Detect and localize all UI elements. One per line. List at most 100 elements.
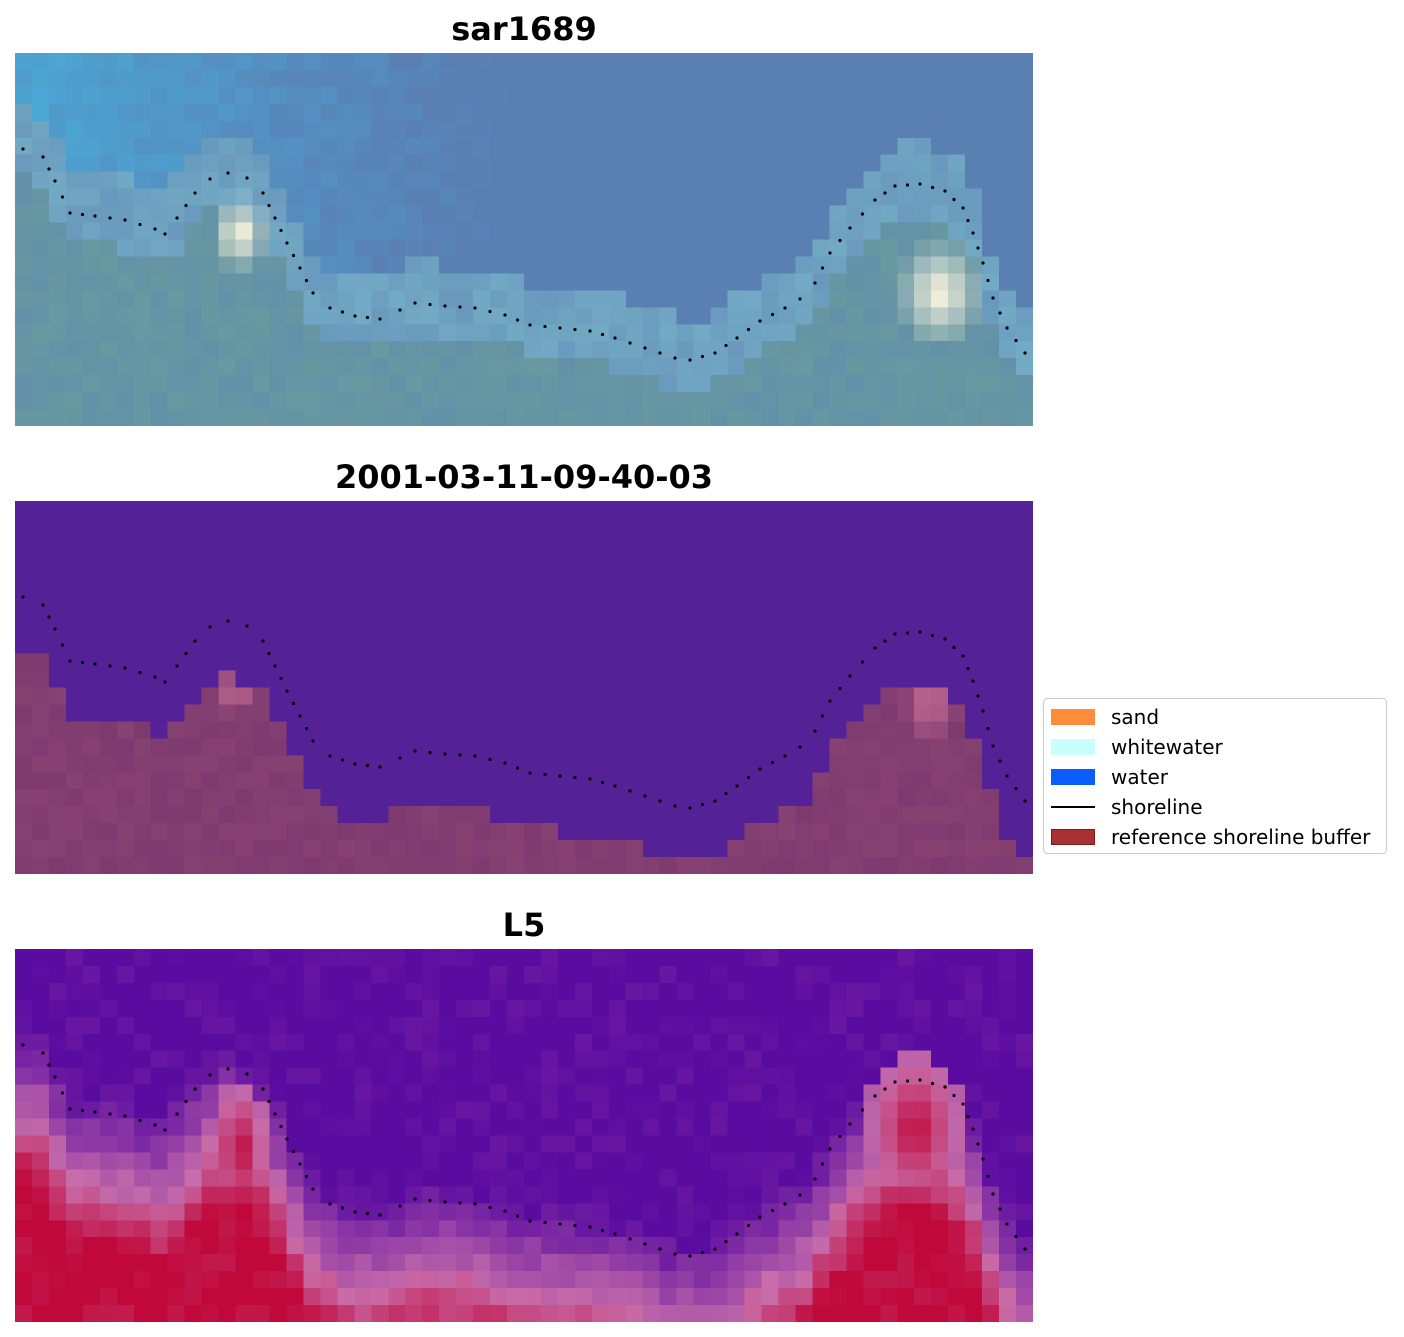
shoreline-dot (226, 1067, 230, 1071)
shoreline-dot (267, 203, 271, 208)
shoreline-dot (41, 1051, 45, 1055)
classified-image (15, 501, 1033, 874)
shoreline-dot (746, 327, 751, 332)
shoreline-dot (883, 191, 887, 195)
shoreline-dot (700, 802, 705, 807)
shoreline-dot (848, 226, 852, 230)
shoreline-dot (943, 637, 947, 641)
shoreline-overlay (21, 595, 1027, 810)
shoreline-dot (60, 195, 65, 199)
shoreline-dot (458, 753, 462, 757)
shoreline-dot (966, 218, 970, 223)
shoreline-dot (600, 1228, 605, 1233)
shoreline-dot (245, 624, 249, 628)
shoreline-dot (53, 627, 57, 631)
shoreline-dot (713, 351, 717, 355)
shoreline-dot (175, 1112, 179, 1116)
shoreline-dot (966, 1114, 970, 1119)
shoreline-dot (961, 1102, 965, 1106)
shoreline-dot (503, 313, 507, 317)
shoreline-dot (673, 804, 677, 808)
shoreline-dot (558, 1222, 562, 1226)
shoreline-dot (613, 336, 617, 340)
shoreline-dot (628, 341, 632, 345)
legend-item-shoreline: shoreline (1044, 791, 1386, 821)
shoreline-overlay (21, 147, 1027, 362)
shoreline-dot (515, 766, 520, 770)
shoreline-dot (428, 750, 432, 755)
shoreline-dot (298, 266, 302, 270)
shoreline-dot (873, 198, 877, 202)
shoreline-dot (163, 232, 167, 236)
shoreline-dot (893, 184, 897, 188)
shoreline-dot (245, 176, 249, 180)
shoreline-dot (961, 206, 965, 210)
legend-item-reference-buffer: reference shoreline buffer (1044, 821, 1386, 851)
shoreline-dot (163, 1128, 167, 1132)
shoreline-dot (193, 191, 197, 195)
shoreline-dot (813, 281, 817, 285)
shoreline-dot (153, 675, 157, 679)
shoreline-dot (528, 1219, 532, 1223)
shoreline-dot (991, 1192, 995, 1196)
shoreline-dot (943, 189, 947, 193)
shoreline-dot (47, 167, 51, 171)
shoreline-dot (153, 1123, 157, 1127)
panel-3-title: L5 (502, 906, 546, 944)
shoreline-dot (108, 1112, 112, 1116)
shoreline-dot (613, 784, 617, 788)
shoreline-dot (966, 666, 970, 671)
shoreline-dot (860, 212, 865, 216)
shoreline-dot (208, 177, 212, 181)
shoreline-dot (735, 784, 739, 788)
shoreline-dot (688, 806, 692, 810)
shoreline-overlay (21, 1043, 1027, 1258)
shoreline-dot (311, 291, 315, 295)
shoreline-dot (573, 1223, 577, 1228)
shoreline-dot (208, 1073, 212, 1077)
shoreline-dot (573, 775, 577, 780)
shoreline-dot (138, 670, 142, 675)
shoreline-dot (21, 147, 25, 151)
shoreline-dot (628, 1237, 632, 1241)
shoreline-dot (184, 203, 188, 208)
shoreline-dot (108, 664, 112, 668)
shoreline-dot (378, 765, 382, 769)
shoreline-dot (80, 1108, 85, 1113)
shoreline-dot (971, 1127, 975, 1131)
shoreline-dot (53, 1075, 57, 1079)
shoreline-dot (893, 632, 897, 636)
shoreline-dot (893, 1080, 897, 1084)
shoreline-dot (458, 305, 462, 309)
shoreline-dot (41, 155, 45, 159)
shoreline-dot (365, 1211, 370, 1216)
shoreline-dot (770, 760, 775, 765)
sand-swatch (1051, 709, 1095, 725)
shoreline-dot (340, 310, 345, 314)
water-swatch (1051, 769, 1095, 785)
legend-label: shoreline (1111, 795, 1203, 819)
shoreline-dot (828, 251, 832, 255)
shoreline-dot (488, 309, 492, 314)
shoreline-dot (883, 1087, 887, 1091)
shoreline-dot (1014, 338, 1018, 343)
shoreline-dot (93, 662, 97, 666)
shoreline-dot (285, 1137, 289, 1141)
legend-label: whitewater (1111, 735, 1223, 759)
shoreline-dot (860, 1108, 865, 1112)
shoreline-dot (304, 278, 309, 283)
shoreline-dot (848, 1122, 852, 1126)
shoreline-dot (428, 302, 432, 307)
shoreline-dot (175, 664, 179, 668)
shoreline-dot (971, 679, 975, 683)
shoreline-dot (193, 1087, 197, 1091)
shoreline-dot (713, 799, 717, 803)
shoreline-dot (558, 774, 562, 778)
shoreline-dot (340, 758, 345, 762)
panel-3-image (15, 949, 1033, 1322)
shoreline-dot (986, 726, 990, 731)
shoreline-dot (688, 358, 692, 362)
shoreline-dot (279, 676, 283, 681)
shoreline-dot (746, 1223, 751, 1228)
shoreline-dot (68, 211, 72, 215)
